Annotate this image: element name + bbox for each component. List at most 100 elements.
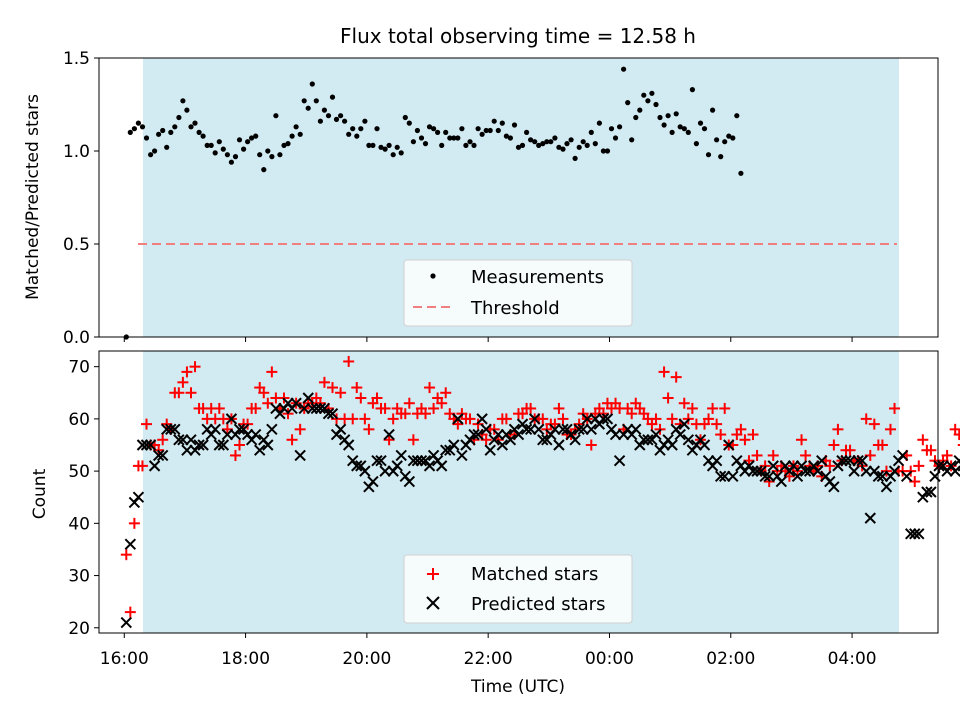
measurement-point [180,98,186,104]
measurement-point [576,144,582,150]
measurement-point [232,154,239,160]
measurement-point [608,126,615,132]
measurement-point [540,141,546,147]
measurement-point [414,127,420,134]
matched-star-point [537,413,549,425]
bottom-x-tick-label: 20:00 [342,649,391,669]
matched-star-point [440,387,452,399]
measurement-point [665,113,671,119]
predicted-star-point [905,528,917,540]
measurement-point [143,135,150,141]
top-y-axis-label: Matched/Predicted stars [23,94,43,300]
measurement-point [483,127,489,134]
top-y-tick-label: 1.5 [63,49,90,69]
predicted-star-point [440,444,452,456]
matched-star-point [751,449,763,461]
predicted-star-point [314,402,327,415]
predicted-star-point [787,460,800,472]
measurement-point [697,120,704,126]
predicted-star-point [359,465,371,477]
measurement-point [451,135,457,141]
measurement-point [386,142,392,148]
predicted-star-point [193,439,205,451]
predicted-star-point [225,413,238,425]
predicted-star-point [423,460,436,472]
predicted-star-point [799,465,812,477]
measurement-point [710,107,716,113]
measurement-point [544,139,550,145]
measurement-point [629,137,635,143]
predicted-star-point [124,538,137,550]
measurement-point [281,142,287,148]
measurement-point [329,94,336,100]
measurement-point [200,133,206,139]
matched-star-point [678,397,690,409]
predicted-star-point [723,439,735,451]
measurement-point [532,139,538,145]
predicted-star-point [791,470,804,483]
matched-star-point [715,429,727,441]
measurement-point [285,141,291,147]
predicted-star-point [209,423,221,436]
measurement-point [604,148,611,154]
matched-star-point [703,413,715,425]
measurement-point [265,148,271,154]
measurement-point [495,127,501,134]
measurement-point [471,142,477,148]
bottom-y-tick-label: 20 [68,619,90,639]
matched-star-point [428,402,440,414]
predicted-star-point [763,470,775,483]
measurement-point [338,113,344,119]
predicted-star-point [630,423,642,436]
top-y-tick-label: 0.0 [63,328,90,348]
predicted-star-point [197,439,209,451]
predicted-star-point [266,423,278,436]
measurement-point [572,155,578,161]
predicted-star-point [864,512,876,524]
measurement-point [524,129,530,135]
predicted-star-point [148,460,161,472]
matched-star-point [941,449,953,461]
predicted-star-point [710,454,723,467]
predicted-star-point [185,434,197,446]
matched-star-point [650,413,662,425]
measurement-point [317,118,323,124]
predicted-star-point [674,428,686,441]
measurement-point [313,98,319,104]
measurement-point [689,87,696,93]
measurement-point [467,139,473,145]
top-y-tick-label: 1.0 [63,142,90,162]
measurement-point [309,81,315,87]
predicted-star-point [298,402,310,415]
measurement-point [212,150,218,156]
predicted-star-point [233,423,246,436]
measurement-point [249,135,255,141]
measurement-point [507,135,513,141]
predicted-star-point [448,439,460,451]
measurement-point [685,129,691,135]
bottom-y-tick-label: 70 [68,358,90,378]
measurement-point [241,146,247,152]
measurement-point [224,152,230,158]
measurement-point [661,122,667,128]
bottom-panel: 20 30 40 50 60 70 16:00 18:00 20:00 22:00 00:00 02… [30,350,960,697]
matched-star-point [120,549,132,561]
measurement-point [228,159,234,165]
measurement-point [321,107,327,113]
predicted-star-point [351,460,363,472]
measurement-point [148,152,154,158]
predicted-star-point [484,444,496,456]
predicted-star-point [860,465,872,477]
measurement-point [718,154,724,160]
measurement-point [491,118,497,124]
measurement-point [701,126,708,132]
predicted-star-point [375,454,387,467]
chart-title: Flux total observing time = 12.58 h [340,24,696,48]
measurement-point [431,126,437,132]
top-y-axis-ticks: 0.0 0.5 1.0 1.5 [63,49,99,348]
measurement-point [273,113,279,119]
measurement-point [641,92,647,98]
matched-star-point [800,449,812,461]
predicted-star-point [472,428,484,441]
measurement-point [515,144,522,150]
